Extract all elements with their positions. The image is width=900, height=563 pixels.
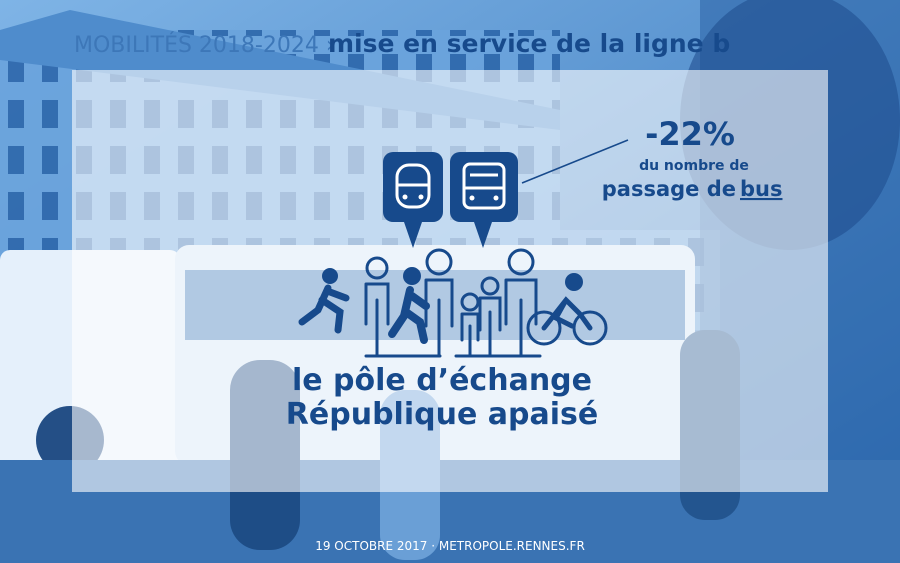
- callout-emphasis: bus: [740, 177, 782, 201]
- callout-line2: passage de: [602, 177, 736, 201]
- callout-figure: -22%: [645, 115, 735, 153]
- header-kicker: MOBILITÉS 2018-2024 ›: [74, 32, 335, 58]
- headline-line2: République apaisé: [286, 397, 598, 432]
- transit-icons: [383, 152, 518, 248]
- callout-line: [521, 139, 629, 184]
- headline-line1: le pôle d’échange: [292, 363, 592, 398]
- footer: 19 OCTOBRE 2017 · METROPOLE.RENNES.FR: [315, 539, 585, 553]
- people-pictograms: [298, 248, 608, 358]
- callout-line1: du nombre de: [639, 158, 749, 174]
- header-title: mise en service de la ligne b: [328, 29, 730, 58]
